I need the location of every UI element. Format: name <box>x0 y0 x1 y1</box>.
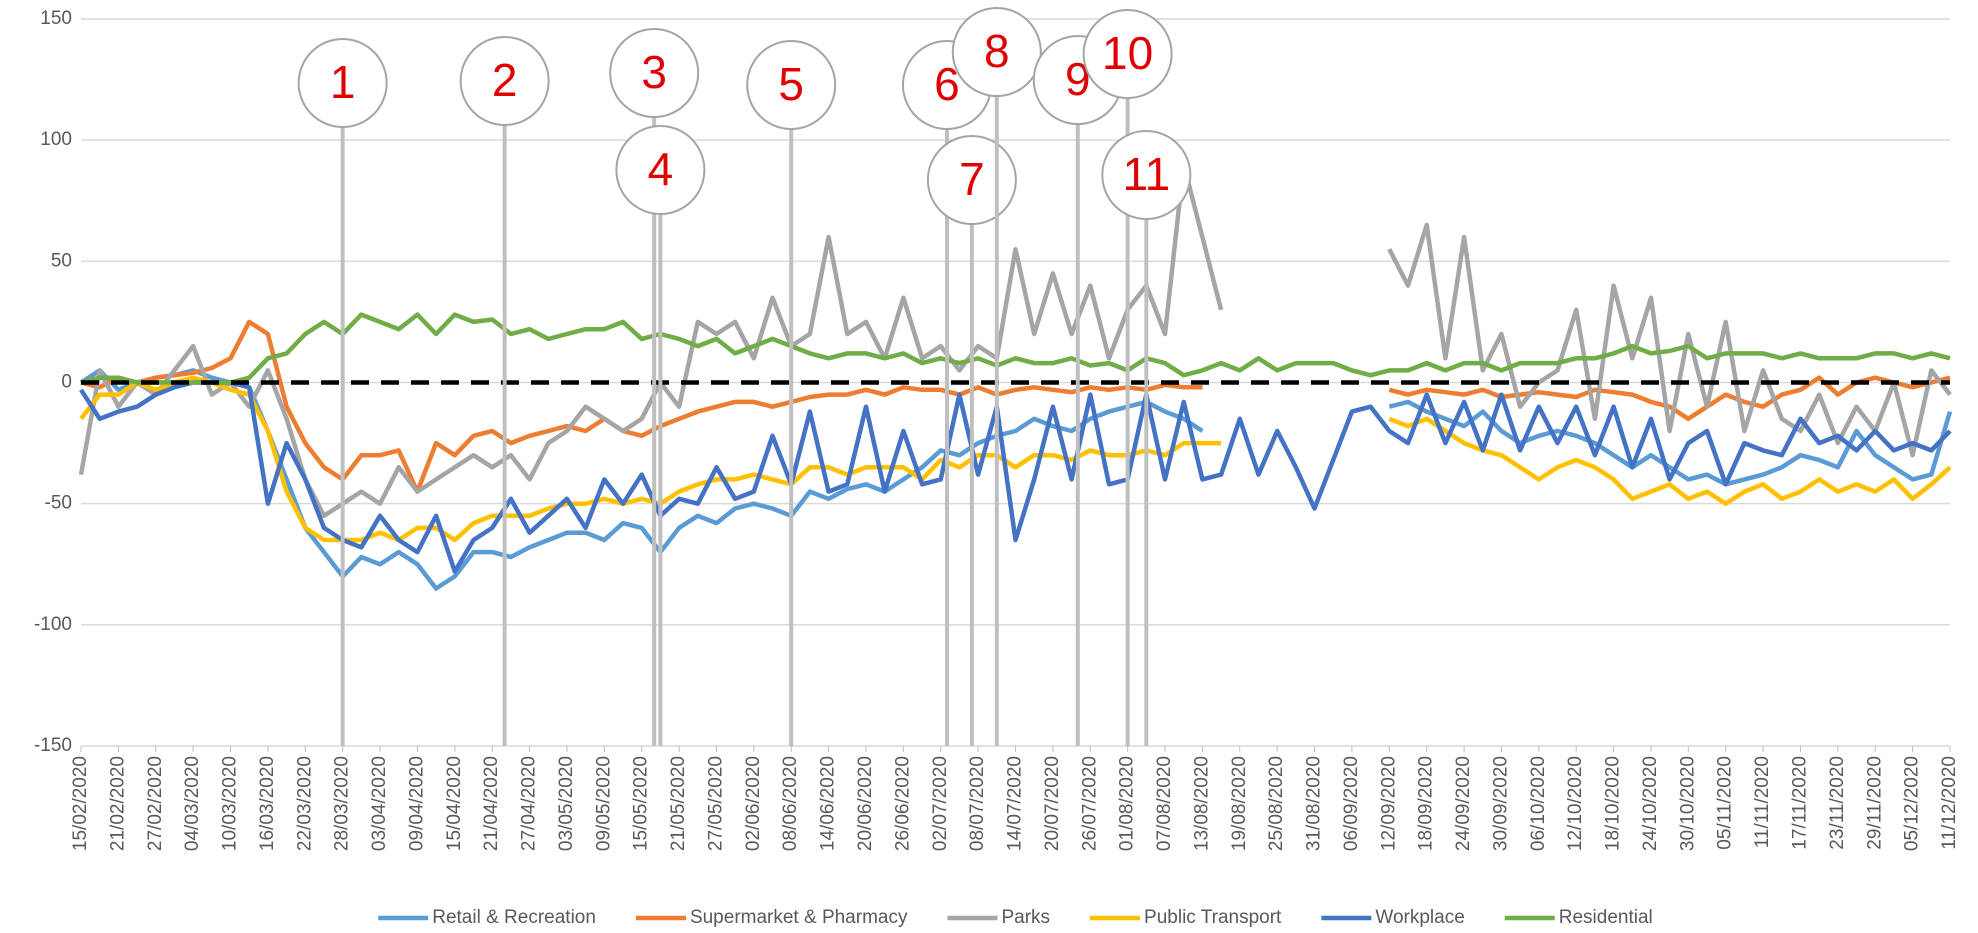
x-tick-label: 12/10/2020 <box>1565 756 1586 851</box>
series-line <box>79 375 1952 543</box>
annotation-circle <box>609 28 700 118</box>
x-tick-label: 27/02/2020 <box>145 756 166 851</box>
x-tick-label: 11/11/2020 <box>1752 756 1773 848</box>
x-tick-label: 06/10/2020 <box>1528 756 1549 851</box>
x-tick-label: 29/11/2020 <box>1864 756 1885 850</box>
x-tick-label: 18/10/2020 <box>1603 756 1624 851</box>
x-tick-label: 12/09/2020 <box>1378 756 1399 851</box>
annotation-label: 8 <box>984 25 1010 77</box>
legend-label: Workplace <box>1375 907 1464 928</box>
annotation-circle <box>1082 9 1173 99</box>
annotation-circle <box>951 7 1042 97</box>
annotation-label: 1 <box>330 56 356 108</box>
x-tick-label: 21/04/2020 <box>481 756 502 851</box>
annotation-circle <box>615 125 706 215</box>
annotation-circle <box>1101 130 1192 220</box>
x-tick-label: 28/03/2020 <box>332 756 353 851</box>
x-tick-label: 21/05/2020 <box>668 756 689 851</box>
legend-label: Supermarket & Pharmacy <box>690 907 908 928</box>
x-tick-label: 15/04/2020 <box>444 756 465 851</box>
x-tick-label: 09/05/2020 <box>593 756 614 851</box>
y-tick-label: 0 <box>61 372 72 393</box>
annotation-label: 4 <box>648 143 674 195</box>
x-tick-label: 20/07/2020 <box>1042 756 1063 851</box>
legend-label: Parks <box>1001 907 1050 928</box>
x-tick-label: 27/04/2020 <box>519 756 540 851</box>
annotation-circle <box>926 135 1017 225</box>
x-tick-label: 14/07/2020 <box>1005 756 1026 851</box>
legend-label: Retail & Recreation <box>432 907 596 928</box>
x-tick-label: 30/09/2020 <box>1490 756 1511 851</box>
annotation-circle <box>746 40 837 130</box>
y-tick-label: -150 <box>34 735 72 756</box>
x-tick-label: 09/04/2020 <box>406 756 427 851</box>
x-tick-label: 16/03/2020 <box>257 756 278 851</box>
x-tick-label: 13/08/2020 <box>1191 756 1212 851</box>
annotation-circle <box>297 38 388 128</box>
y-tick-label: 50 <box>51 250 72 271</box>
x-tick-label: 15/05/2020 <box>631 756 652 851</box>
y-tick-label: 150 <box>40 8 72 29</box>
x-tick-label: 21/02/2020 <box>107 756 128 851</box>
annotation-label: 10 <box>1102 27 1153 79</box>
y-tick-label: -50 <box>45 493 72 514</box>
annotation-circle <box>459 36 550 126</box>
legend-label: Residential <box>1559 907 1653 928</box>
x-tick-label: 23/11/2020 <box>1827 756 1848 850</box>
x-tick-label: 03/05/2020 <box>556 756 577 851</box>
x-tick-label: 27/05/2020 <box>705 756 726 851</box>
x-tick-label: 02/07/2020 <box>930 756 951 851</box>
x-tick-label: 25/08/2020 <box>1266 756 1287 851</box>
x-tick-label: 17/11/2020 <box>1789 756 1810 850</box>
y-tick-label: 100 <box>40 129 72 150</box>
x-tick-label: 30/10/2020 <box>1677 756 1698 851</box>
x-tick-label: 26/07/2020 <box>1079 756 1100 851</box>
series-line <box>78 162 1952 519</box>
x-tick-label: 03/04/2020 <box>369 756 390 851</box>
x-tick-label: 14/06/2020 <box>818 756 839 851</box>
x-tick-label: 18/09/2020 <box>1416 756 1437 851</box>
annotation-label: 3 <box>641 46 667 98</box>
series-line <box>80 312 1951 385</box>
x-tick-label: 22/03/2020 <box>294 756 315 851</box>
x-tick-label: 24/09/2020 <box>1453 756 1474 851</box>
x-tick-label: 02/06/2020 <box>743 756 764 851</box>
y-tick-label: -100 <box>34 614 72 635</box>
legend: Retail & Recreation Supermarket & Pharmac… <box>378 907 1653 928</box>
x-tick-label: 08/07/2020 <box>967 756 988 851</box>
x-tick-label: 10/03/2020 <box>220 756 241 851</box>
annotation-label: 7 <box>959 153 985 205</box>
x-tick-label: 20/06/2020 <box>855 756 876 851</box>
x-tick-label: 24/10/2020 <box>1640 756 1661 851</box>
legend-label: Public Transport <box>1144 907 1282 928</box>
x-tick-label: 15/02/2020 <box>70 756 91 851</box>
x-tick-label: 01/08/2020 <box>1117 756 1138 851</box>
x-tick-label: 31/08/2020 <box>1304 756 1325 851</box>
annotation-label: 5 <box>778 58 804 110</box>
x-tick-label: 08/06/2020 <box>780 756 801 851</box>
x-tick-label: 07/08/2020 <box>1154 756 1175 851</box>
x-tick-label: 05/12/2020 <box>1902 756 1923 851</box>
x-tick-label: 06/09/2020 <box>1341 756 1362 851</box>
x-tick-label: 04/03/2020 <box>182 756 203 851</box>
x-tick-label: 11/12/2020 <box>1939 756 1960 850</box>
annotation-label: 2 <box>492 54 518 106</box>
series-line <box>79 380 1952 574</box>
x-tick-label: 19/08/2020 <box>1229 756 1250 851</box>
annotation-label: 11 <box>1122 148 1170 200</box>
x-tick-label: 05/11/2020 <box>1715 756 1736 850</box>
x-tick-label: 26/06/2020 <box>892 756 913 851</box>
